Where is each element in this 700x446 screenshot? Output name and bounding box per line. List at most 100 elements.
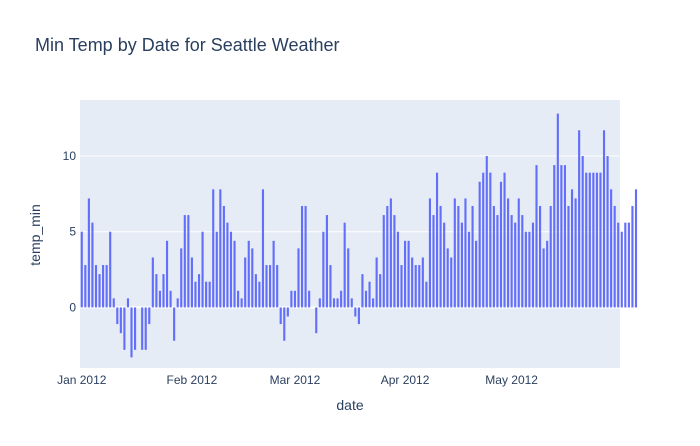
bar — [176, 298, 179, 308]
bar — [322, 231, 325, 308]
bar — [148, 307, 151, 325]
bar — [396, 231, 400, 308]
bar — [411, 257, 414, 308]
x-tick-label: Jan 2012 — [57, 373, 107, 387]
bar — [219, 189, 222, 308]
x-axis-title: date — [336, 397, 363, 413]
bar — [382, 215, 385, 308]
bar — [457, 205, 460, 308]
bar — [560, 165, 563, 308]
bar — [496, 215, 499, 308]
bar — [595, 172, 598, 308]
bar — [581, 156, 584, 308]
bar — [553, 165, 556, 308]
bar — [624, 222, 627, 308]
bar — [578, 130, 581, 308]
bar — [155, 274, 158, 308]
bar — [517, 198, 520, 308]
bar — [261, 189, 265, 308]
bar — [308, 290, 311, 308]
bar — [304, 205, 307, 308]
bar — [286, 307, 289, 317]
bar — [109, 231, 112, 308]
y-tick-label: 5 — [69, 225, 76, 239]
bar — [276, 265, 279, 308]
bar — [467, 231, 471, 308]
bar — [432, 215, 435, 308]
bar — [194, 281, 197, 308]
bar — [421, 257, 424, 308]
bar — [332, 298, 336, 308]
bar — [507, 198, 510, 308]
x-tick-label: Feb 2012 — [167, 373, 218, 387]
bar — [226, 222, 229, 308]
y-axis-ticks: 0 5 10 — [63, 149, 77, 314]
bar — [538, 205, 542, 308]
bar — [546, 240, 549, 308]
bar — [439, 205, 442, 308]
bar — [98, 274, 101, 308]
bar — [272, 240, 275, 308]
bar — [428, 198, 432, 308]
bar — [499, 181, 503, 308]
bar — [570, 189, 574, 308]
bar — [201, 231, 204, 308]
bar — [574, 198, 577, 308]
bar — [588, 172, 591, 308]
bar — [464, 198, 467, 308]
bar — [460, 222, 463, 308]
bar — [389, 198, 392, 308]
bar — [268, 265, 272, 308]
bar — [471, 205, 474, 308]
bar — [357, 307, 360, 325]
bar — [151, 257, 154, 308]
bar — [222, 205, 225, 308]
bars — [80, 113, 638, 358]
bar — [325, 215, 328, 308]
bar — [343, 222, 346, 308]
bar — [130, 307, 133, 358]
bar — [340, 290, 343, 308]
bar — [169, 290, 172, 308]
bar — [563, 165, 567, 308]
bar — [443, 222, 446, 308]
bar — [105, 265, 108, 308]
bar — [133, 307, 137, 350]
bar — [414, 265, 417, 308]
bar — [244, 257, 247, 308]
bar — [112, 298, 115, 308]
bar — [492, 205, 495, 308]
bar — [258, 281, 261, 308]
bar — [556, 113, 559, 308]
bar — [318, 298, 321, 308]
bar — [450, 257, 453, 308]
bar — [123, 307, 126, 350]
bar — [610, 189, 613, 308]
bar — [425, 281, 428, 308]
bar — [407, 240, 410, 308]
bar — [542, 248, 545, 308]
bar — [350, 298, 353, 308]
bar — [627, 222, 630, 308]
bar — [478, 181, 481, 308]
bar — [510, 215, 513, 308]
bar — [475, 240, 478, 308]
bar — [364, 290, 368, 308]
bar — [251, 248, 254, 308]
bar — [617, 222, 620, 308]
bar — [126, 298, 130, 308]
bar — [247, 240, 250, 308]
bar — [254, 274, 257, 308]
bar — [87, 198, 90, 308]
bar — [293, 290, 297, 308]
bar — [119, 307, 122, 334]
bar — [237, 290, 240, 308]
bar — [297, 248, 300, 308]
bar — [489, 172, 492, 308]
bar — [521, 215, 524, 308]
bar — [453, 198, 456, 308]
bar — [173, 307, 176, 341]
bar — [212, 189, 215, 308]
x-tick-label: Apr 2012 — [381, 373, 430, 387]
